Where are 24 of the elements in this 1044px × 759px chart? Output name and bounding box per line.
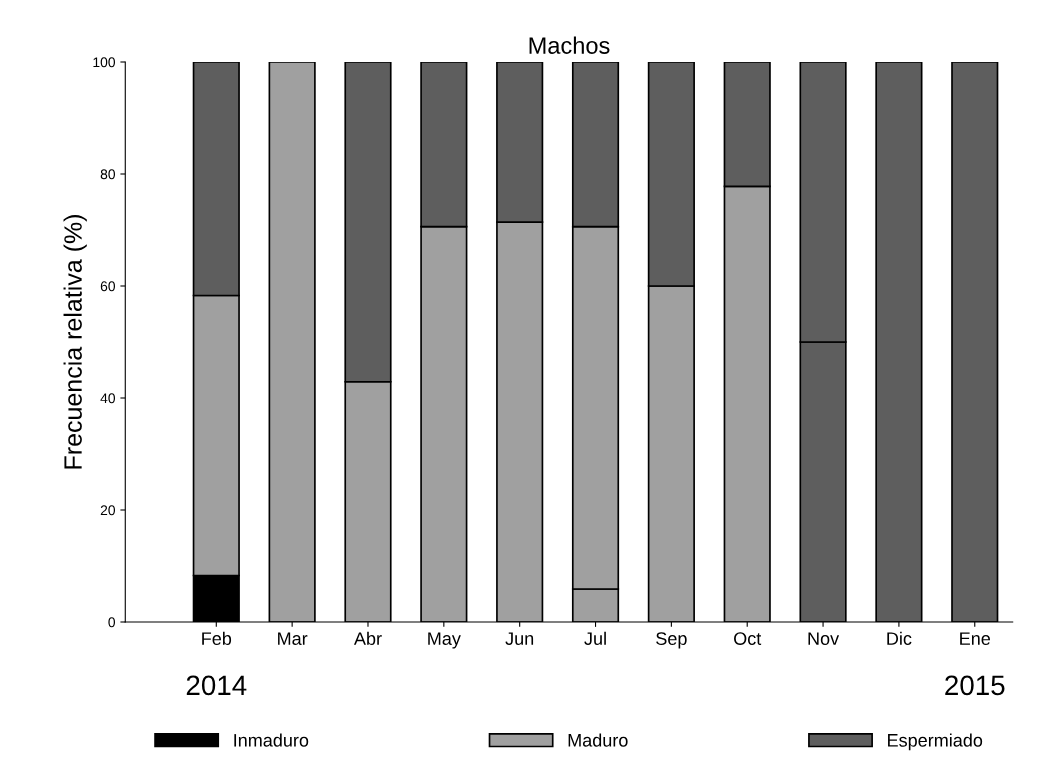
x-tick-label: Oct [734, 632, 762, 645]
x-tick-label: Abr [353, 631, 382, 645]
x-tick-label: Mar [278, 632, 308, 645]
y-tick-label: 40 [100, 393, 116, 404]
y-tick-label: 100 [93, 57, 116, 68]
x-tick-label: Feb [202, 631, 232, 645]
y-axis-title: Frecuencia relativa (%) [63, 215, 87, 469]
x-tick-label: Jul [584, 631, 606, 645]
y-tick-label: 60 [100, 281, 116, 292]
x-tick-label: Jun [505, 632, 534, 645]
legend-label: Maduro [568, 733, 628, 747]
y-tick-label: 20 [100, 505, 116, 516]
x-tick-label: Ene [960, 632, 991, 645]
x-tick-label: May [428, 632, 461, 649]
x-tick-label: Sep [656, 632, 687, 649]
x-tick-label: Nov [808, 632, 840, 645]
x-tick-label: Dic [887, 631, 912, 645]
y-tick-label: 0 [108, 617, 116, 628]
legend-label: Inmaduro [234, 733, 309, 747]
legend-label: Espermiado [888, 733, 983, 751]
text: 2014 [186, 675, 247, 696]
chart-title: Machos [529, 36, 610, 54]
text: 2015 [945, 675, 1005, 696]
y-tick-label: 80 [100, 169, 116, 180]
